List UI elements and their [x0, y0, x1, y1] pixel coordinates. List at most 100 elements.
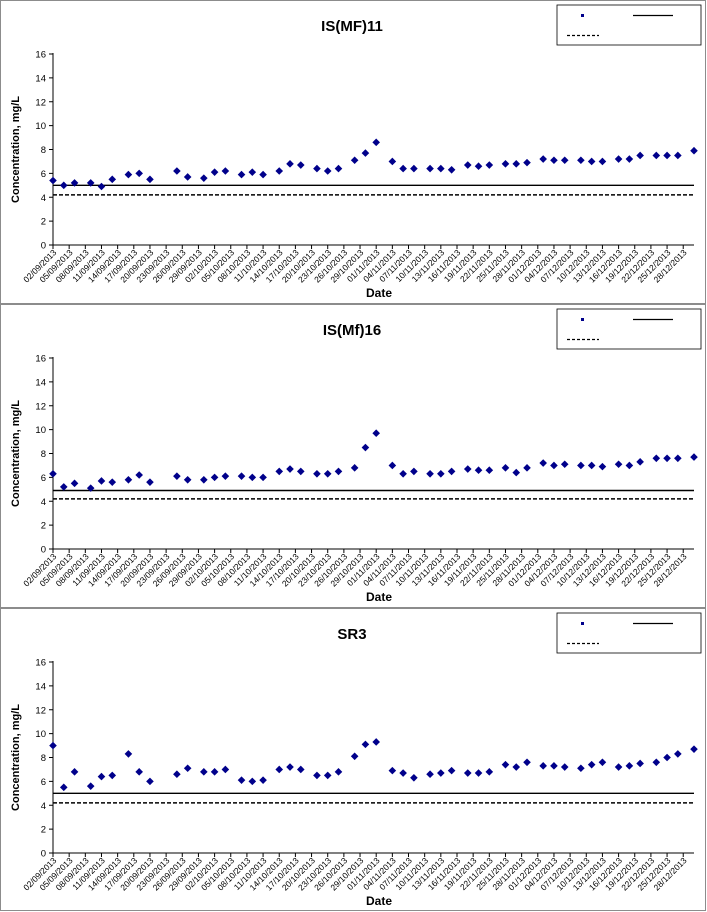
- data-point: [313, 771, 321, 780]
- y-tick-label: 14: [35, 681, 46, 692]
- data-point: [146, 478, 154, 486]
- data-point: [388, 157, 397, 166]
- data-point: [437, 164, 445, 173]
- chart-title: IS(Mf)16: [323, 322, 381, 339]
- data-point: [372, 738, 380, 746]
- legend: [556, 308, 702, 350]
- data-points: [49, 738, 698, 792]
- chart-title: IS(MF)11: [321, 18, 383, 35]
- data-point: [296, 765, 305, 774]
- data-point: [124, 750, 133, 758]
- data-point: [426, 164, 434, 173]
- chart-panel-3: SR3 0 2 4 6 8 10 12 14 16 02/09/2013 05/09/2013 08/0…: [0, 608, 706, 911]
- data-point: [146, 777, 154, 786]
- data-point: [237, 776, 246, 784]
- data-point: [200, 768, 208, 776]
- data-point: [86, 782, 95, 790]
- chart-title: SR3: [337, 626, 366, 643]
- data-point: [410, 164, 418, 173]
- data-point: [173, 472, 181, 480]
- y-tick-label: 16: [35, 354, 46, 365]
- data-point: [350, 464, 359, 472]
- data-point: [59, 783, 68, 792]
- y-tick-label: 10: [35, 121, 46, 132]
- data-point: [59, 181, 68, 190]
- data-point: [437, 769, 445, 777]
- y-tick-label: 4: [41, 193, 46, 204]
- data-point: [259, 473, 267, 482]
- y-tick-label: 6: [41, 473, 46, 484]
- x-axis-label: Date: [366, 894, 392, 908]
- data-point: [97, 772, 106, 781]
- data-point: [663, 151, 671, 160]
- data-point: [49, 469, 57, 478]
- data-point: [674, 151, 682, 160]
- data-point: [210, 473, 219, 482]
- data-point: [108, 478, 117, 486]
- data-point: [485, 768, 494, 776]
- y-axis-label: Concentration, mg/L: [10, 96, 22, 203]
- y-axis-label: Concentration, mg/L: [10, 704, 22, 811]
- y-tick-label: 12: [35, 97, 46, 108]
- y-tick-label: 0: [41, 545, 46, 556]
- data-point: [323, 469, 332, 478]
- data-point: [512, 763, 521, 771]
- data-point: [296, 161, 305, 169]
- chart-svg-3: SR3024681012141602/09/201305/09/201308/0…: [10, 612, 702, 908]
- data-point: [399, 469, 407, 478]
- chart-panel-1: IS(MF)11 0 2 4 6 8 10 12 14 16 02/09/2013 05/09/201…: [0, 0, 706, 304]
- data-point: [313, 469, 321, 478]
- data-point: [577, 156, 585, 165]
- data-point: [70, 179, 79, 187]
- data-point: [97, 182, 106, 191]
- data-point: [690, 453, 698, 461]
- legend-marker-points: [581, 318, 584, 321]
- data-point: [296, 467, 305, 476]
- data-point: [399, 164, 407, 173]
- data-point: [108, 175, 117, 184]
- data-point: [587, 461, 596, 470]
- data-point: [361, 740, 370, 749]
- data-point: [560, 156, 569, 165]
- chart-svg-2: IS(Mf)16024681012141602/09/201305/09/201…: [10, 308, 702, 604]
- legend-marker-points: [581, 14, 584, 17]
- data-point: [323, 167, 332, 175]
- data-point: [598, 462, 607, 471]
- data-point: [485, 466, 494, 475]
- data-point: [410, 467, 418, 476]
- data-point: [625, 461, 634, 470]
- legend-marker-points: [581, 622, 584, 625]
- data-point: [70, 768, 79, 776]
- data-point: [587, 157, 596, 166]
- data-point: [200, 174, 208, 182]
- y-tick-label: 2: [41, 217, 46, 228]
- y-tick-label: 10: [35, 729, 46, 740]
- data-point: [485, 161, 494, 169]
- data-point: [426, 469, 434, 478]
- data-point: [86, 179, 95, 187]
- y-tick-label: 2: [41, 825, 46, 836]
- data-point: [334, 164, 343, 173]
- data-point: [49, 741, 57, 750]
- data-point: [463, 465, 472, 473]
- y-tick-label: 16: [35, 50, 46, 61]
- data-point: [259, 170, 267, 179]
- data-point: [463, 769, 472, 777]
- data-point: [523, 464, 531, 472]
- data-point: [523, 758, 531, 767]
- y-tick-label: 12: [35, 401, 46, 412]
- y-tick-label: 8: [41, 449, 46, 460]
- y-tick-label: 4: [41, 497, 46, 508]
- data-point: [173, 770, 181, 779]
- data-point: [523, 158, 531, 167]
- data-point: [108, 771, 117, 780]
- data-point: [237, 170, 246, 179]
- data-point: [70, 479, 79, 488]
- y-tick-label: 12: [35, 705, 46, 716]
- data-point: [625, 155, 634, 163]
- data-point: [539, 762, 547, 770]
- data-point: [248, 473, 257, 482]
- data-point: [237, 472, 246, 480]
- data-point: [447, 766, 456, 775]
- data-point: [512, 468, 521, 477]
